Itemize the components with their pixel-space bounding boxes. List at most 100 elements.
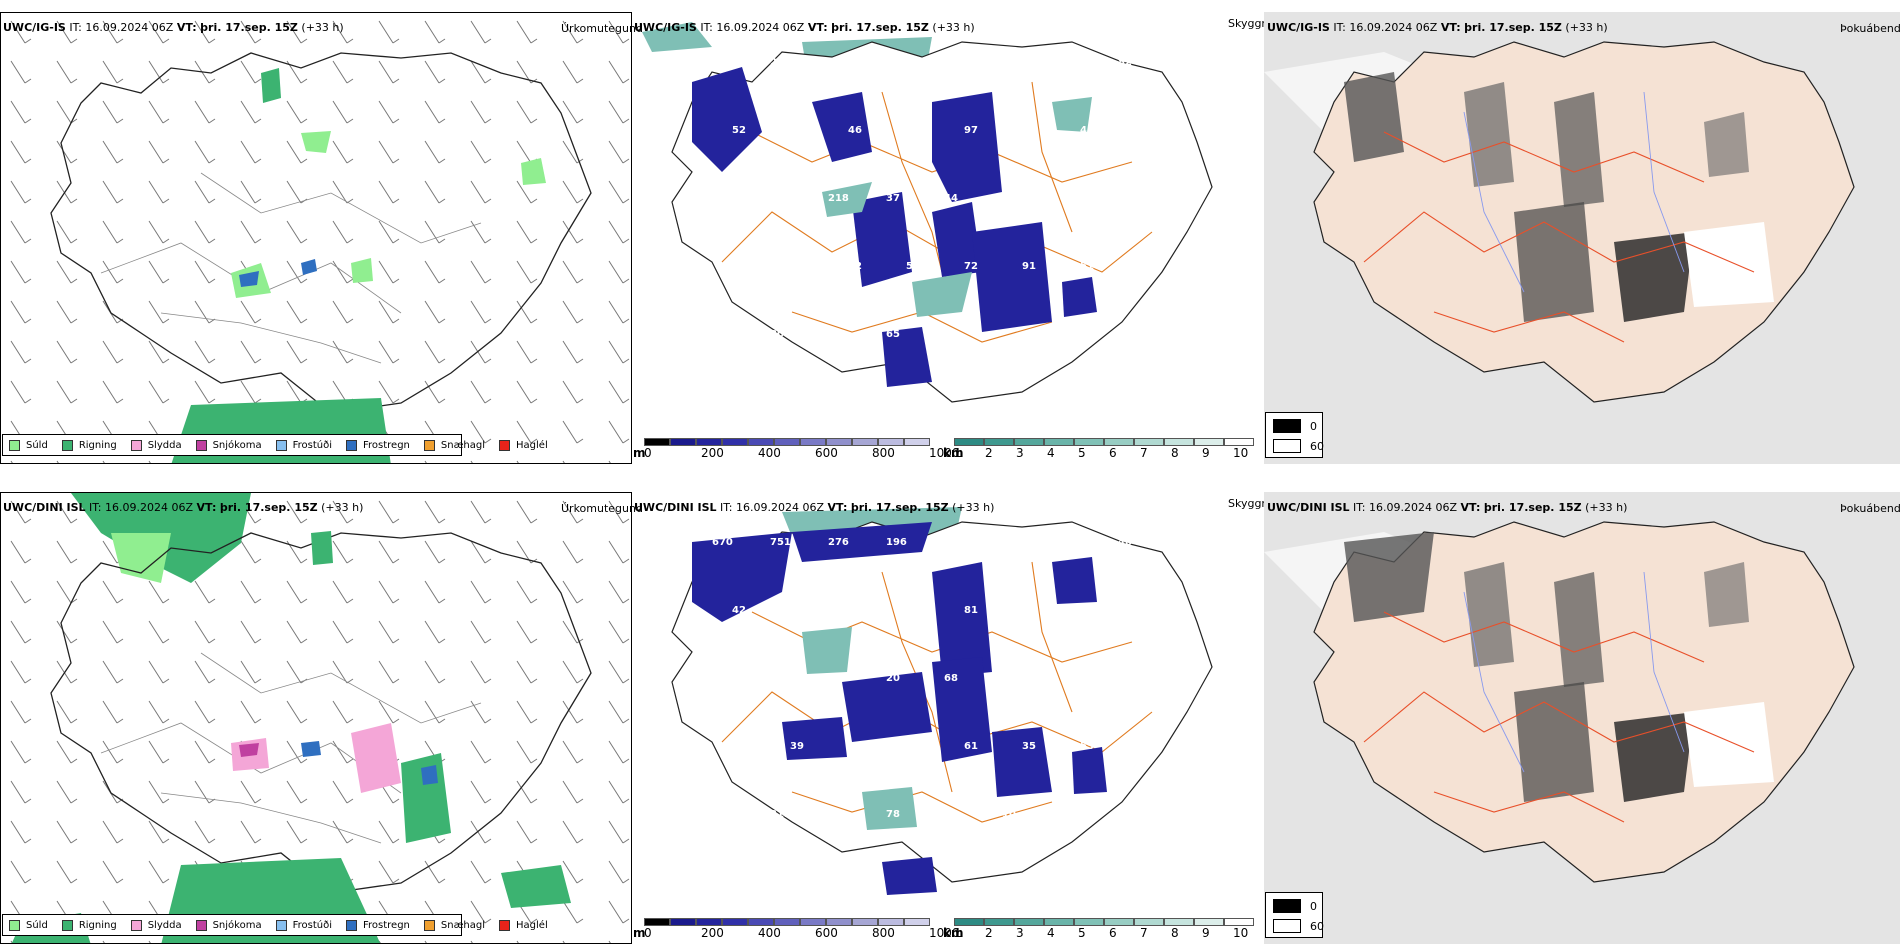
legend-label: Súld <box>26 439 48 451</box>
colorbar-tick-label: 4 <box>1047 926 1055 940</box>
visibility-value-label: 73 <box>1138 741 1152 752</box>
visibility-value-label: 48 <box>1022 125 1036 136</box>
visibility-value-label: 53 <box>732 261 746 272</box>
vt-value: þri. 17.sep. 15Z <box>200 21 298 34</box>
legend-label: Rigning <box>78 439 117 451</box>
legend-label: Súld <box>26 919 48 931</box>
legend-swatch <box>61 439 73 451</box>
visibility-value-label: 80 <box>770 329 784 340</box>
colorbar-segment <box>1104 918 1134 926</box>
vt-value: þri. 17.sep. 15Z <box>1464 21 1562 34</box>
visibility-value-label: 35 <box>1022 741 1036 752</box>
colorbar-segment <box>1164 438 1194 446</box>
visibility-fields <box>692 522 1107 895</box>
visibility-value-label: 41 <box>1060 193 1074 204</box>
colorbar-tick-label: 6 <box>1109 446 1117 460</box>
legend-item: Súld <box>9 919 48 931</box>
vt-value: þri. 17.sep. 15Z <box>831 21 929 34</box>
colorbar-segment <box>670 918 696 926</box>
legend-label: Frostúði <box>292 919 332 931</box>
visibility-value-label: 49 <box>848 605 862 616</box>
visibility-value-label: 82 <box>828 329 842 340</box>
visibility-value-label: 81 <box>964 605 978 616</box>
legend-item: Snjókoma <box>195 439 262 451</box>
visibility-title-row2: Skyggni <box>1228 497 1272 510</box>
model-name: UWC/DINI ISL <box>634 501 717 514</box>
legend-swatch <box>499 919 511 931</box>
fog-legend-label: 0 <box>1310 900 1317 913</box>
colorbar-segment <box>1224 438 1254 446</box>
visibility-value-label: 111 <box>1118 673 1139 684</box>
legend-item: Frostregn <box>346 439 410 451</box>
colorbar-tick-label: 0 <box>644 446 652 460</box>
visibility-panel-row1 <box>632 12 1264 464</box>
visibility-value-label: 218 <box>828 193 849 204</box>
visibility-value-label: 45 <box>790 605 804 616</box>
it-value: 16.09.2024 06Z <box>1369 501 1458 514</box>
iceland-outline <box>50 52 592 414</box>
colorbar-tick-label: 600 <box>815 926 838 940</box>
colorbar-segment <box>1044 918 1074 926</box>
colorbar-tick-label: 5 <box>1078 926 1086 940</box>
lead-time: (+33 h) <box>952 501 995 514</box>
fog-panel-row1 <box>1264 12 1900 464</box>
colorbar-tick-label: 600 <box>815 446 838 460</box>
visibility-value-label: 276 <box>828 537 849 548</box>
colorbar-segment <box>1014 438 1044 446</box>
visibility-value-label: 44 <box>712 673 726 684</box>
colorbar-segment <box>722 438 748 446</box>
visibility-value-label: 10 <box>944 329 958 340</box>
legend-item: Snæhagl <box>423 439 486 451</box>
visibility-value-label: 20 <box>886 673 900 684</box>
colorbar-segment <box>748 438 774 446</box>
colorbar-tick-label: 4 <box>1047 446 1055 460</box>
fog-shading <box>1344 72 1774 322</box>
precip-panel-row1 <box>0 12 632 464</box>
visibility-value-label: 48 <box>1118 537 1132 548</box>
visibility-value-label: 63 <box>712 809 726 820</box>
colorbar-segment <box>1224 918 1254 926</box>
legend-label: Snæhagl <box>440 439 486 451</box>
vis-numbers-row1: 178 271 197 146 336 85 51 82 52 48 46 54 97 48 45 65 89 9… <box>632 12 1264 464</box>
legend-item: Haglél <box>499 439 548 451</box>
legend-swatch <box>195 919 207 931</box>
colorbar-tick-label: 400 <box>758 926 781 940</box>
legend-label: Haglél <box>516 439 548 451</box>
colorbar-segment <box>1194 918 1224 926</box>
visibility-value-label: 85 <box>1002 57 1016 68</box>
colorbar-segment <box>904 438 930 446</box>
fog-title-row2: Þokuábendi <box>1840 502 1900 515</box>
colorbar-tick-label: 1000 <box>929 446 960 460</box>
colorbar-tick-label: 8 <box>1171 926 1179 940</box>
colorbar-segment <box>852 438 878 446</box>
visibility-value-label: 60 <box>828 809 842 820</box>
visibility-header-row2: UWC/DINI ISL IT: 16.09.2024 06Z VT: þri.… <box>634 501 994 514</box>
colorbar-km-row2: km 1 2 3 4 5 6 7 8 9 10 <box>942 914 1264 944</box>
model-name: UWC/IG-IS <box>634 21 697 34</box>
vt-value: þri. 17.sep. 15Z <box>850 501 949 514</box>
colorbar-unit: m <box>633 926 646 940</box>
visibility-value-label: 336 <box>944 57 965 68</box>
colorbar-segment <box>1194 438 1224 446</box>
colorbar-tick-label: 1 <box>954 446 962 460</box>
fog-shading <box>1344 532 1774 802</box>
colorbar-tick-label: 200 <box>701 446 724 460</box>
visibility-value-label: 10 <box>1002 809 1016 820</box>
visibility-value-label: 146 <box>886 57 907 68</box>
colorbar-segment <box>984 918 1014 926</box>
colorbar-segment <box>800 438 826 446</box>
visibility-value-label: 44 <box>944 193 958 204</box>
visibility-value-label: 52 <box>732 125 746 136</box>
it-label: IT: <box>1353 501 1366 514</box>
visibility-value-label: 97 <box>964 125 978 136</box>
visibility-value-label: 89 <box>944 809 958 820</box>
visibility-value-label: 178 <box>712 57 733 68</box>
legend-label: Frostúði <box>292 439 332 451</box>
visibility-value-label: 37 <box>886 193 900 204</box>
colorbar-segment <box>1044 438 1074 446</box>
it-value: 16.09.2024 06Z <box>85 21 174 34</box>
visibility-value-label: 50 <box>906 261 920 272</box>
precip-legend-row1: Súld Rigning Slydda Snjókoma Frostúði Fr… <box>2 434 548 456</box>
model-name: UWC/DINI ISL <box>3 501 86 514</box>
fog-legend-row2: 0 60 <box>1265 892 1324 938</box>
